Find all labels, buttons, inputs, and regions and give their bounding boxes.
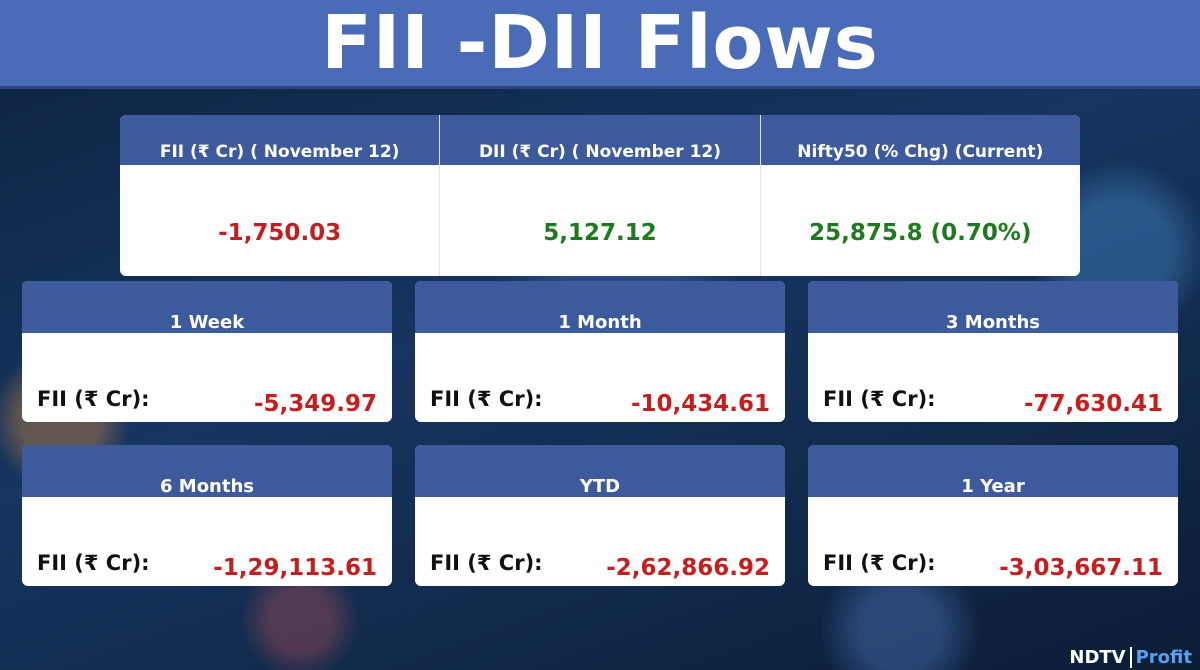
period-card: 1 Year FII (₹ Cr): -3,03,667.11	[808, 445, 1178, 586]
card-value: -1,29,113.61	[213, 555, 377, 581]
period-card: 3 Months FII (₹ Cr): -77,630.41	[808, 281, 1178, 422]
card-label: FII (₹ Cr):	[823, 387, 936, 411]
logo-brand: NDTV	[1069, 647, 1126, 668]
summary-column: FII (₹ Cr) ( November 12) -1,750.03	[120, 115, 441, 276]
period-card: 1 Month FII (₹ Cr): -10,434.61	[415, 281, 785, 422]
card-label: FII (₹ Cr):	[430, 387, 543, 411]
card-value: -10,434.61	[630, 391, 770, 417]
column-heading: FII (₹ Cr) ( November 12)	[120, 115, 440, 165]
card-period: 1 Week	[22, 281, 392, 333]
logo-product: Profit	[1129, 647, 1192, 668]
card-period: YTD	[415, 445, 785, 497]
card-label: FII (₹ Cr):	[823, 551, 936, 575]
card-label: FII (₹ Cr):	[430, 551, 543, 575]
logo: NDTV Profit	[1069, 647, 1192, 668]
column-heading: Nifty50 (% Chg) (Current)	[760, 115, 1080, 165]
period-card: YTD FII (₹ Cr): -2,62,866.92	[415, 445, 785, 586]
card-value: -2,62,866.92	[606, 555, 770, 581]
card-period: 3 Months	[808, 281, 1178, 333]
card-period: 1 Month	[415, 281, 785, 333]
title: FII -DII Flows	[0, 0, 1200, 89]
column-heading: DII (₹ Cr) ( November 12)	[440, 115, 760, 165]
card-value: -77,630.41	[1023, 391, 1163, 417]
card-period: 1 Year	[808, 445, 1178, 497]
summary-column: Nifty50 (% Chg) (Current) 25,875.8 (0.70%…	[760, 115, 1080, 276]
summary-column: DII (₹ Cr) ( November 12) 5,127.12	[440, 115, 761, 276]
card-label: FII (₹ Cr):	[37, 387, 150, 411]
period-card: 6 Months FII (₹ Cr): -1,29,113.61	[22, 445, 392, 586]
card-period: 6 Months	[22, 445, 392, 497]
card-label: FII (₹ Cr):	[37, 551, 150, 575]
card-value: -5,349.97	[253, 391, 377, 417]
period-card: 1 Week FII (₹ Cr): -5,349.97	[22, 281, 392, 422]
summary-table: FII (₹ Cr) ( November 12) -1,750.03 DII (₹…	[120, 115, 1080, 276]
card-value: -3,03,667.11	[999, 555, 1163, 581]
column-value: 5,127.12	[543, 220, 657, 246]
column-value: -1,750.03	[218, 220, 342, 246]
column-value: 25,875.8 (0.70%)	[809, 220, 1032, 246]
